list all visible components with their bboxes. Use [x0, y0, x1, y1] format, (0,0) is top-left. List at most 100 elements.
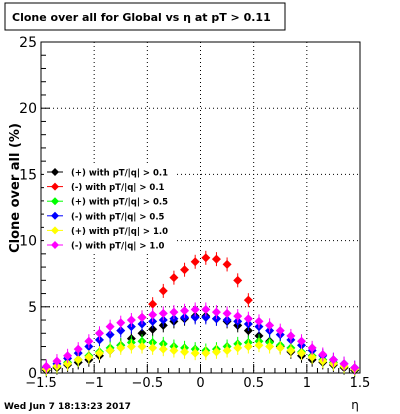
- data-point: [243, 295, 253, 305]
- data-point: [158, 286, 168, 296]
- data-point: [201, 253, 211, 263]
- legend-marker: [51, 197, 59, 206]
- data-point: [350, 363, 360, 373]
- legend-label: (+) with pT/|q| > 0.1: [71, 169, 168, 179]
- data-point: [169, 307, 179, 317]
- data-point: [190, 304, 200, 314]
- x-tick-label: 0.5: [243, 376, 264, 391]
- legend-marker: [51, 241, 59, 249]
- legend-label: (+) with pT/|q| > 1.0: [71, 227, 168, 237]
- data-point: [190, 257, 200, 267]
- x-tick-label: −1.5: [25, 376, 57, 391]
- data-point: [63, 351, 73, 361]
- data-point: [158, 344, 168, 354]
- data-point: [201, 312, 211, 322]
- legend-label: (-) with pT/|q| > 0.1: [71, 183, 165, 193]
- data-point: [243, 342, 253, 352]
- data-point: [233, 343, 243, 353]
- points-layer: [41, 250, 360, 378]
- legend-label: (+) with pT/|q| > 0.5: [71, 198, 168, 208]
- legend-marker: [51, 182, 59, 191]
- data-point: [116, 318, 126, 328]
- data-point: [211, 307, 221, 317]
- data-point: [211, 347, 221, 357]
- title-box: [4, 2, 286, 31]
- data-point: [318, 349, 328, 359]
- x-tick-label: 1: [303, 376, 311, 391]
- y-tick-label: 15: [19, 167, 37, 183]
- x-tick-label: 1.5: [350, 376, 371, 391]
- data-point: [169, 345, 179, 355]
- data-point: [254, 340, 264, 350]
- data-point: [137, 342, 147, 352]
- data-point: [148, 299, 158, 309]
- y-tick-label: 5: [28, 300, 37, 316]
- data-point: [126, 315, 136, 325]
- data-point: [297, 336, 307, 346]
- data-point: [211, 254, 221, 264]
- data-point: [286, 345, 296, 355]
- y-axis-label: Clone over all (%): [8, 123, 23, 253]
- footer-timestamp: Wed Jun 7 18:13:23 2017: [4, 402, 131, 412]
- data-point: [137, 312, 147, 322]
- data-point: [180, 265, 190, 275]
- data-point: [297, 348, 307, 358]
- legend-marker: [51, 211, 59, 220]
- data-point: [222, 308, 232, 318]
- data-point: [158, 308, 168, 318]
- y-tick-label: 10: [19, 234, 37, 250]
- data-point: [275, 326, 285, 336]
- x-tick-label: −1: [85, 376, 104, 391]
- data-point: [105, 322, 115, 332]
- data-point: [222, 259, 232, 269]
- data-point: [265, 320, 275, 330]
- x-axis-label: η: [351, 398, 359, 412]
- data-point: [84, 336, 94, 346]
- data-point: [190, 312, 200, 322]
- legend-marker: [51, 168, 59, 176]
- data-point: [126, 342, 136, 352]
- data-point: [137, 328, 147, 338]
- data-point: [84, 352, 94, 362]
- data-point: [94, 348, 104, 358]
- data-point: [116, 343, 126, 353]
- data-point: [339, 359, 349, 369]
- x-tick-label: 0: [196, 376, 204, 391]
- legend-box: [44, 163, 174, 251]
- data-point: [243, 314, 253, 324]
- data-point: [180, 306, 190, 316]
- data-point: [222, 345, 232, 355]
- data-point: [148, 310, 158, 320]
- tick-layer: −1.5 −1 −0.5 0 0.5 1 1.5 0 5 10 15 20 25: [19, 35, 370, 391]
- data-point: [116, 326, 126, 336]
- data-point: [105, 330, 115, 340]
- legend-marker: [51, 226, 59, 235]
- y-tick-label: 0: [28, 366, 37, 382]
- data-point: [201, 304, 211, 314]
- data-point: [63, 359, 73, 369]
- data-point: [148, 343, 158, 353]
- data-point: [180, 347, 190, 357]
- data-point: [201, 348, 211, 358]
- data-point: [286, 331, 296, 341]
- data-point: [94, 328, 104, 338]
- data-point: [233, 311, 243, 321]
- legend-layer: (+) with pT/|q| > 0.1 (-) with pT/|q| > 0…: [47, 168, 168, 252]
- data-point: [190, 348, 200, 358]
- legend-label: (-) with pT/|q| > 0.5: [71, 212, 165, 222]
- data-point: [73, 355, 83, 365]
- data-point: [169, 273, 179, 283]
- data-point: [148, 324, 158, 334]
- data-point: [307, 343, 317, 353]
- data-point: [307, 352, 317, 362]
- data-point: [233, 275, 243, 285]
- y-tick-label: 25: [19, 35, 37, 51]
- data-point: [265, 342, 275, 352]
- data-point: [275, 343, 285, 353]
- data-point: [73, 344, 83, 354]
- data-point: [52, 356, 62, 366]
- chart-title: Clone over all for Global vs η at pT > 0…: [12, 11, 271, 24]
- data-point: [41, 361, 51, 371]
- x-tick-label: −0.5: [132, 376, 164, 391]
- data-point: [254, 316, 264, 326]
